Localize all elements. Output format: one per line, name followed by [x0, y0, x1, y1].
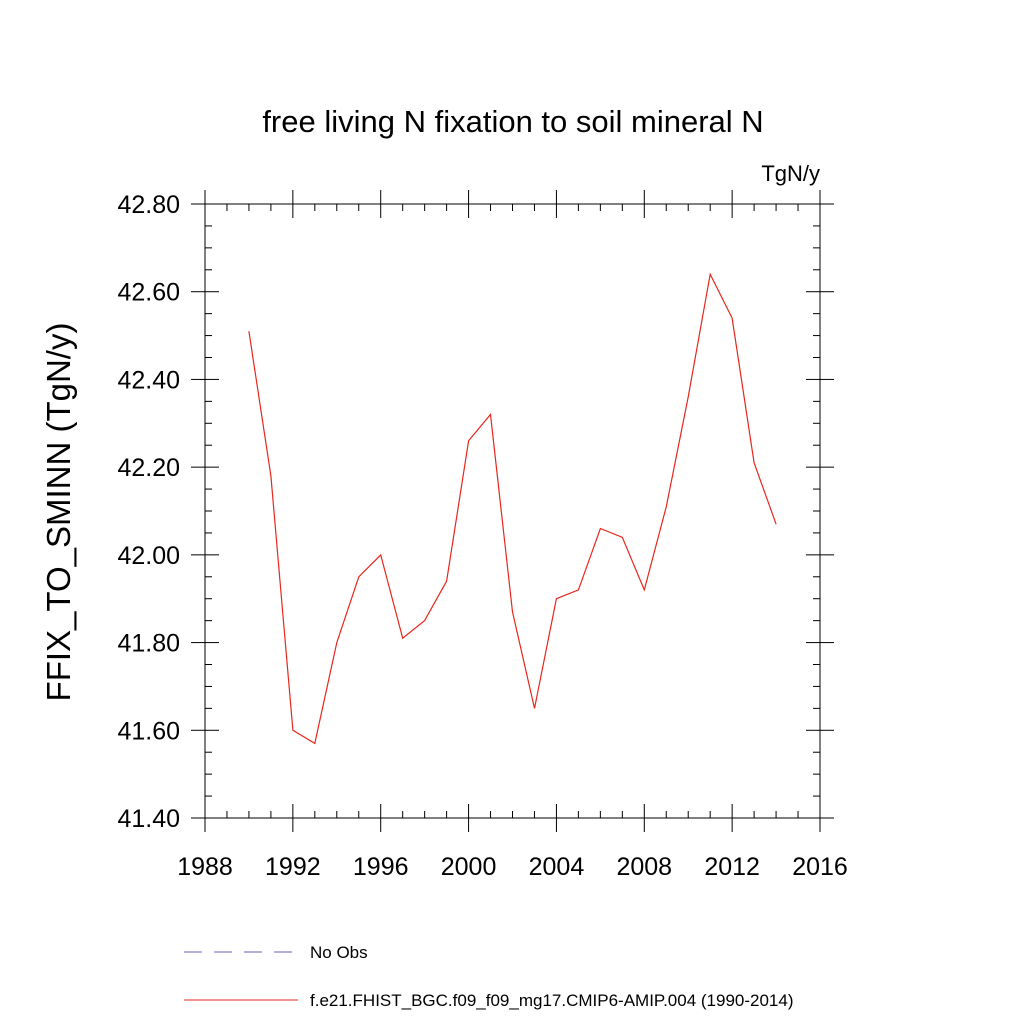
y-tick-label: 41.60 [117, 717, 180, 745]
x-tick-label: 2012 [704, 853, 760, 881]
plot-frame [204, 203, 821, 819]
x-tick-label: 1988 [177, 853, 233, 881]
y-tick-label: 42.40 [117, 366, 180, 394]
x-tick-label: 2000 [441, 853, 497, 881]
y-tick-label: 42.80 [117, 191, 180, 219]
x-tick-label: 2016 [792, 853, 848, 881]
y-tick-labels: 41.40 41.60 41.80 42.00 42.20 42.40 42.60 42.80 [117, 191, 180, 833]
y-axis-label: FFIX_TO_SMINN (TgN/y) [40, 323, 77, 702]
y-tick-label: 42.00 [117, 542, 180, 570]
series-line [248, 272, 777, 745]
legend-label: f.e21.FHIST_BGC.f09_f09_mg17.CMIP6-AMIP.… [310, 991, 794, 1010]
legend: No Obs f.e21.FHIST_BGC.f09_f09_mg17.CMIP6… [184, 943, 794, 1010]
x-tick-label: 1992 [265, 853, 321, 881]
y-tick-label: 41.40 [117, 805, 180, 833]
legend-label: No Obs [310, 943, 368, 962]
x-tick-label: 2008 [616, 853, 672, 881]
units-label: TgN/y [761, 161, 820, 186]
x-tick-labels: 1988 1992 1996 2000 2004 2008 2012 2016 [177, 853, 848, 881]
x-tick-label: 1996 [353, 853, 409, 881]
axis-ticks [191, 190, 834, 832]
plot-lines [248, 272, 777, 745]
y-tick-label: 41.80 [117, 630, 180, 658]
chart-title: free living N fixation to soil mineral N [262, 104, 763, 139]
y-tick-label: 42.20 [117, 454, 180, 482]
x-tick-label: 2004 [529, 853, 585, 881]
y-tick-label: 42.60 [117, 279, 180, 307]
